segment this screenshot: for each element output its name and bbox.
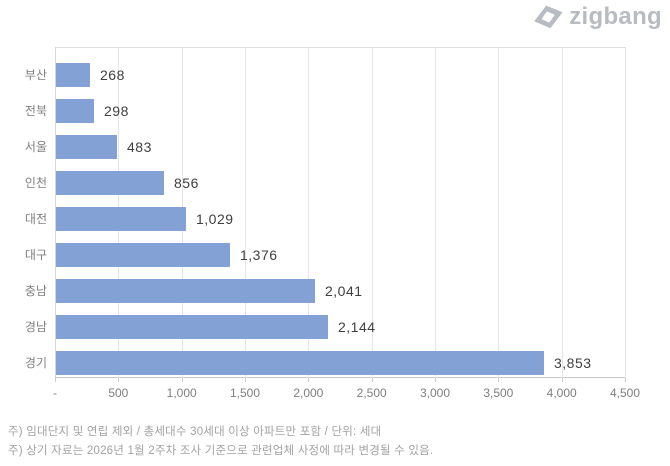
value-label: 2,041 <box>325 283 363 299</box>
category-label: 경기 <box>24 356 47 370</box>
x-axis-label: 1,500 <box>229 386 261 400</box>
axis-tick <box>435 378 436 382</box>
bar <box>56 135 117 159</box>
bar <box>56 351 544 375</box>
footnote-2: 주) 상기 자료는 2026년 1월 2주차 조사 기준으로 관련업체 사정에 … <box>8 445 434 457</box>
value-label: 268 <box>100 67 125 83</box>
x-axis-label: 3,500 <box>483 386 514 400</box>
axis-tick <box>625 378 626 382</box>
x-axis-label: 2,500 <box>356 386 387 400</box>
gridline <box>561 47 563 378</box>
axis-tick <box>245 378 246 382</box>
x-axis-label: 2,000 <box>293 386 324 400</box>
gridline <box>371 47 373 378</box>
axis-tick <box>308 378 310 382</box>
axis-tick <box>181 378 183 382</box>
bar <box>56 171 164 195</box>
footnote-1: 주) 임대단지 및 연립 제외 / 총세대수 30세대 이상 아파트만 포함 /… <box>8 426 382 438</box>
bar <box>56 63 90 87</box>
gridline <box>245 47 246 378</box>
gridline <box>308 47 310 378</box>
plot-area <box>55 47 625 378</box>
value-label: 856 <box>174 175 199 191</box>
value-label: 483 <box>127 139 152 155</box>
bar <box>56 279 315 303</box>
value-label: 298 <box>104 103 129 119</box>
category-label: 서울 <box>24 140 47 154</box>
zigbang-logo: zigbang <box>533 5 662 29</box>
axis-tick <box>498 378 500 382</box>
bar <box>56 207 186 231</box>
category-label: 부산 <box>24 68 47 82</box>
gridline <box>498 47 500 378</box>
value-label: 2,144 <box>338 319 376 335</box>
bar <box>56 99 94 123</box>
category-label: 충남 <box>24 284 47 298</box>
axis-tick <box>118 378 120 382</box>
axis-tick <box>371 378 373 382</box>
axis-tick <box>561 378 563 382</box>
category-label: 경남 <box>24 320 47 334</box>
gridline <box>625 47 626 378</box>
value-label: 1,029 <box>196 211 234 227</box>
gridline <box>435 47 436 378</box>
zigbang-house-icon <box>534 5 563 29</box>
x-axis-label: - <box>53 386 57 400</box>
zigbang-logo-text: zigbang <box>569 3 662 30</box>
category-label: 대전 <box>24 212 47 226</box>
bar <box>56 315 328 339</box>
category-label: 전북 <box>24 104 47 118</box>
category-label: 인천 <box>24 176 47 190</box>
x-axis-label: 500 <box>108 386 129 400</box>
bar <box>56 243 230 267</box>
category-label: 대구 <box>24 248 47 262</box>
value-label: 1,376 <box>240 247 278 263</box>
bar-chart: - 500 1,000 1,500 2,000 2,500 3,000 3,500 4,000 4… <box>24 47 641 400</box>
x-axis-label: 4,000 <box>546 386 577 400</box>
x-axis-label: 4,500 <box>609 386 641 400</box>
footnotes: 주) 임대단지 및 연립 제외 / 총세대수 30세대 이상 아파트만 포함 /… <box>8 423 433 461</box>
x-axis-label: 1,000 <box>166 386 197 400</box>
x-axis-label: 3,000 <box>419 386 451 400</box>
value-label: 3,853 <box>554 355 592 371</box>
axis-tick <box>55 378 56 382</box>
